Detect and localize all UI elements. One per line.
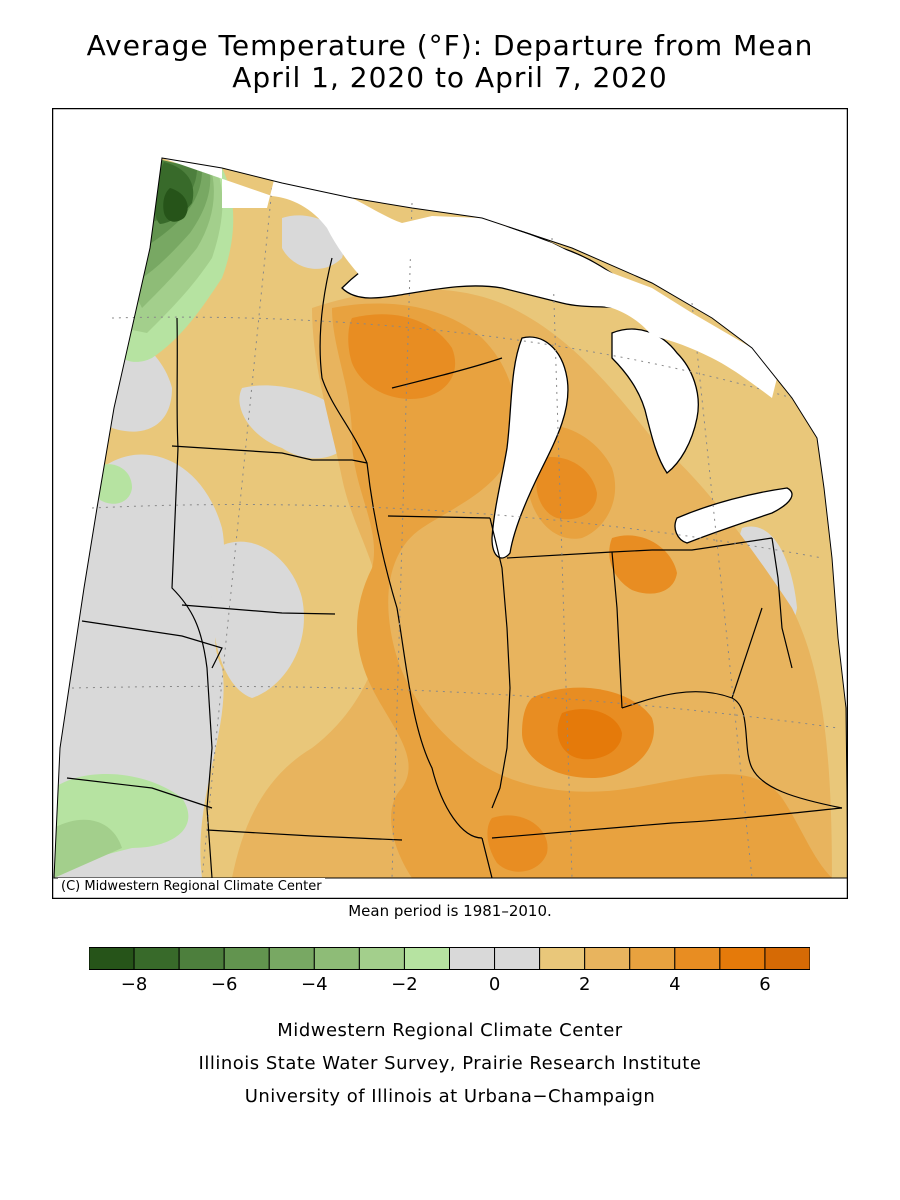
lake-michigan bbox=[491, 336, 569, 559]
canada-no-data-area bbox=[162, 158, 777, 398]
legend-tick-label: −6 bbox=[210, 974, 238, 995]
legend-bin-11 bbox=[584, 947, 631, 970]
credit-uiuc: University of Illinois at Urbana−Champai… bbox=[244, 1086, 656, 1107]
legend-bin-9 bbox=[494, 947, 541, 970]
map-domain-outline bbox=[53, 157, 848, 879]
lat-lon-grid bbox=[71, 187, 839, 879]
legend-tick-label: 4 bbox=[669, 974, 681, 995]
mean-period-note: Mean period is 1981–2010. bbox=[348, 902, 552, 920]
map-copyright: (C) Midwestern Regional Climate Center bbox=[58, 878, 325, 895]
temperature-departure-map bbox=[52, 108, 848, 899]
legend-bin-13 bbox=[674, 947, 721, 970]
map-frame bbox=[52, 108, 848, 899]
legend-tick-label: −2 bbox=[391, 974, 418, 995]
lake-erie bbox=[674, 487, 793, 544]
legend-tick-label: −8 bbox=[120, 974, 148, 995]
legend-bin-4 bbox=[268, 947, 315, 970]
legend-bin-8 bbox=[449, 947, 496, 970]
legend-tick-label: 2 bbox=[578, 974, 591, 995]
credit-isws: Illinois State Water Survey, Prairie Res… bbox=[198, 1053, 702, 1074]
state-borders bbox=[66, 257, 843, 879]
legend-bin-14 bbox=[719, 947, 766, 970]
legend-bin-7 bbox=[403, 947, 450, 970]
legend-bin-10 bbox=[539, 947, 586, 970]
legend-bin-3 bbox=[223, 947, 270, 970]
legend-bin-1 bbox=[133, 947, 180, 970]
credit-mrcc: Midwestern Regional Climate Center bbox=[277, 1020, 623, 1041]
legend-tick-label: −4 bbox=[301, 974, 328, 995]
legend-tick-label: 6 bbox=[759, 974, 771, 995]
legend-bin-12 bbox=[629, 947, 676, 970]
lake-huron bbox=[611, 328, 699, 474]
legend-bin-6 bbox=[358, 947, 405, 970]
legend-tick-label: 0 bbox=[488, 974, 501, 995]
color-legend bbox=[89, 947, 810, 970]
legend-bin-0 bbox=[89, 947, 135, 970]
map-date-range: April 1, 2020 to April 7, 2020 bbox=[232, 61, 668, 94]
legend-bin-5 bbox=[313, 947, 360, 970]
legend-bin-2 bbox=[178, 947, 225, 970]
legend-bin-15 bbox=[764, 947, 810, 970]
map-title: Average Temperature (°F): Departure from… bbox=[86, 29, 814, 62]
